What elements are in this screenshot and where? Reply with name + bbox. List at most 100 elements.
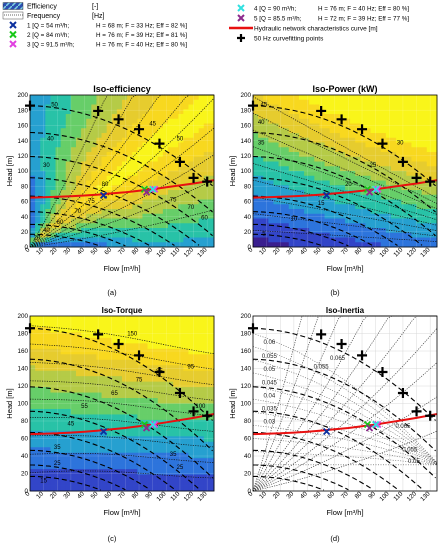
heat-cell <box>401 242 407 248</box>
heat-cell <box>106 118 113 124</box>
heat-cell <box>355 199 361 205</box>
heat-cell <box>293 223 300 229</box>
heat-cell <box>55 474 62 481</box>
y-tick-label: 20 <box>244 229 252 236</box>
heat-cell <box>183 469 189 475</box>
heat-cell <box>142 123 148 129</box>
heat-cell <box>157 242 164 248</box>
heat-cell <box>45 387 51 393</box>
heat-cell <box>309 223 315 229</box>
heat-cell <box>55 359 62 366</box>
heat-cell <box>96 232 102 238</box>
heat-cell <box>253 137 259 143</box>
heat-cell <box>86 469 92 475</box>
heat-cell <box>132 316 138 322</box>
heat-cell <box>157 436 164 443</box>
operating-point-1 <box>322 191 331 199</box>
heat-cell <box>309 128 315 134</box>
heat-cell <box>65 199 72 205</box>
heat-cell <box>101 436 108 443</box>
heat-cell <box>147 204 154 210</box>
heat-cell <box>183 452 189 459</box>
heat-cell <box>421 171 428 177</box>
heat-cell <box>173 109 179 115</box>
heat-cell <box>319 180 325 186</box>
heat-cell <box>137 180 143 186</box>
heat-cell <box>263 95 269 101</box>
heat-cell <box>268 190 274 196</box>
heat-cell <box>198 447 205 454</box>
heat-cell <box>86 359 92 366</box>
heat-cell <box>81 175 87 181</box>
iso-contour <box>252 425 438 465</box>
heat-cell <box>116 99 123 105</box>
heat-cell <box>293 133 300 139</box>
heat-cell <box>101 392 108 399</box>
heat-cell <box>40 485 46 492</box>
heat-cell <box>91 430 97 437</box>
heat-cell <box>65 118 72 124</box>
heat-cell <box>76 321 82 328</box>
heat-cell <box>273 209 279 215</box>
heat-cell <box>365 142 371 148</box>
heat-cell <box>203 376 210 383</box>
heat-cell <box>101 128 108 134</box>
heat-cell <box>30 128 36 134</box>
heat-cell <box>178 232 184 238</box>
heat-cell <box>324 242 331 248</box>
heat-cell <box>288 190 295 196</box>
heat-cell <box>391 142 397 148</box>
heat-cell <box>253 104 259 110</box>
heat-cell <box>406 95 412 101</box>
heat-cell <box>65 123 72 129</box>
heat-cell <box>76 123 82 129</box>
heat-cell <box>334 118 341 124</box>
operating-point-1 <box>99 427 108 436</box>
heat-cell <box>198 480 205 486</box>
heat-cell <box>188 190 194 196</box>
heat-cell <box>304 128 310 134</box>
heat-cell <box>168 228 174 234</box>
heat-cell <box>329 237 336 243</box>
heat-cell <box>208 190 215 196</box>
heat-cell <box>178 228 184 234</box>
heat-cell <box>35 142 41 148</box>
heat-cell <box>50 133 56 139</box>
heat-cell <box>309 185 315 191</box>
heat-cell <box>65 398 72 404</box>
heat-cell <box>431 152 438 158</box>
heat-cell <box>50 414 56 421</box>
heat-cell <box>86 316 92 322</box>
heat-cell <box>111 419 118 426</box>
heat-cell <box>168 137 174 143</box>
contour-lines <box>252 315 438 492</box>
heat-cell <box>101 370 108 377</box>
heat-cell <box>198 237 205 243</box>
heat-cell <box>116 485 123 492</box>
heat-cell <box>152 485 159 492</box>
y-tick-label: 80 <box>244 183 252 190</box>
heat-cell <box>183 204 189 210</box>
heat-cell <box>55 316 62 322</box>
heat-cell <box>360 199 366 205</box>
heat-cell <box>431 95 438 101</box>
panel-caption: (a) <box>107 288 117 297</box>
heat-cell <box>86 123 92 129</box>
heat-cell <box>106 242 113 248</box>
heat-cell <box>178 194 184 200</box>
heat-cell <box>350 118 356 124</box>
heat-cell <box>50 213 56 219</box>
heat-cell <box>203 398 210 404</box>
heat-cell <box>30 204 36 210</box>
y-tick-label: 140 <box>17 138 28 145</box>
heat-cell <box>198 469 205 475</box>
heat-cell <box>391 242 397 248</box>
heat-cell <box>50 392 56 399</box>
heat-cell <box>416 242 423 248</box>
heat-cell <box>173 365 179 372</box>
operating-point-3 <box>374 420 382 429</box>
heat-cell <box>421 228 428 234</box>
heat-cell <box>309 171 315 177</box>
heat-cell <box>401 223 407 229</box>
heat-cell <box>178 218 184 224</box>
